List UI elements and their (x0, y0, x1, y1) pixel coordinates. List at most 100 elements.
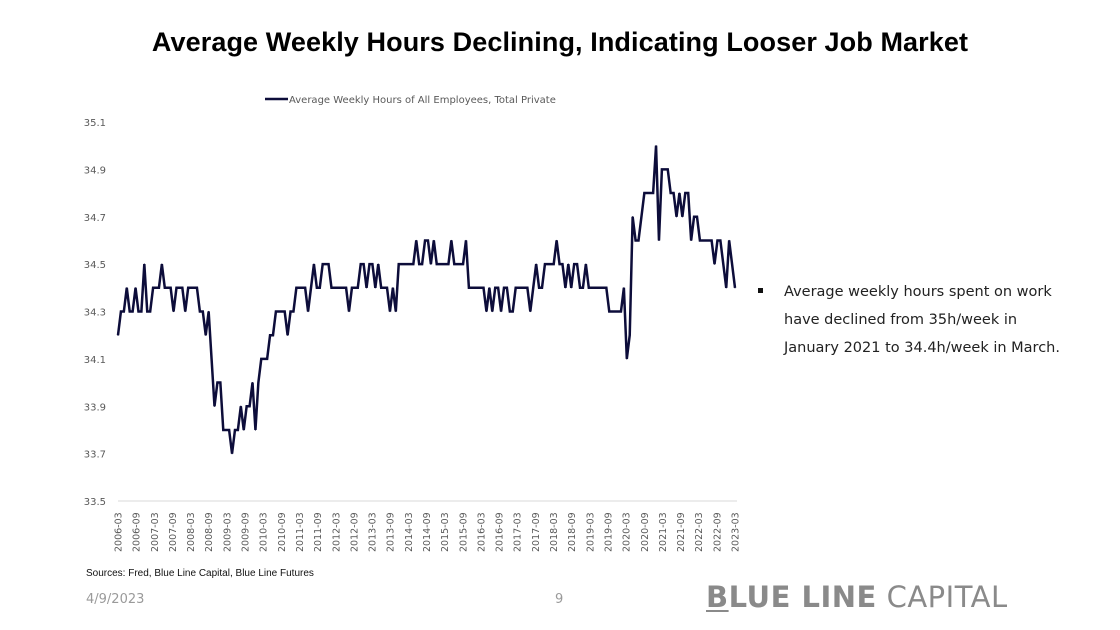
data-point (447, 263, 450, 265)
data-point (617, 310, 619, 313)
data-point (254, 429, 257, 431)
y-tick-label: 34.3 (84, 308, 106, 319)
data-point (596, 287, 599, 289)
data-point (424, 239, 426, 242)
data-point (365, 287, 368, 289)
data-point (702, 239, 704, 242)
data-point (672, 192, 675, 194)
data-point (181, 287, 183, 289)
x-tick-label: 2022-03 (694, 512, 705, 552)
data-point (310, 287, 312, 289)
data-point (716, 239, 719, 242)
x-tick-label: 2009-03 (222, 512, 233, 552)
data-point (240, 405, 242, 407)
legend-label: Average Weekly Hours of All Employees, T… (289, 95, 556, 106)
data-point (640, 216, 643, 218)
data-point (155, 287, 157, 289)
y-tick-label: 34.5 (84, 260, 106, 271)
data-point (287, 334, 289, 336)
data-point (608, 310, 610, 313)
x-tick-label: 2014-09 (422, 512, 433, 552)
data-point (734, 287, 736, 289)
data-point (675, 216, 678, 218)
data-point (444, 263, 447, 265)
x-tick-label: 2010-03 (259, 512, 270, 552)
data-point (623, 287, 625, 289)
data-point (626, 358, 628, 360)
data-point (462, 263, 464, 265)
data-point (564, 287, 567, 289)
data-point (728, 239, 730, 242)
data-point (439, 263, 441, 265)
data-point (611, 310, 613, 313)
data-point (556, 239, 558, 242)
data-point (187, 287, 189, 289)
data-point (281, 310, 283, 313)
data-point (629, 334, 631, 336)
data-point (541, 287, 543, 289)
data-point (117, 334, 119, 336)
series-points (117, 145, 736, 455)
data-point (263, 358, 265, 360)
data-point (687, 192, 689, 194)
data-point (172, 310, 175, 313)
data-point (225, 429, 227, 431)
logo-initial: B (706, 580, 729, 614)
x-tick-label: 2021-03 (658, 512, 669, 552)
data-point (363, 263, 365, 265)
data-point (690, 239, 692, 242)
x-tick-label: 2012-03 (331, 512, 342, 552)
data-point (491, 310, 493, 313)
data-point (380, 287, 382, 289)
data-point (585, 263, 587, 265)
data-point (670, 192, 672, 194)
data-point (503, 287, 505, 289)
data-point (658, 239, 660, 242)
x-tick-label: 2012-09 (349, 512, 360, 552)
commentary-bullet: Average weekly hours spent on work have … (758, 278, 1088, 362)
data-point (579, 287, 581, 289)
logo-light-text: CAPITAL (876, 580, 1008, 614)
data-point (146, 310, 148, 313)
slide-title: Average Weekly Hours Declining, Indicati… (151, 27, 969, 57)
data-point (500, 310, 502, 313)
x-tick-label: 2007-03 (150, 512, 161, 552)
data-point (348, 310, 350, 313)
data-point (506, 287, 508, 289)
data-point (216, 381, 219, 384)
data-point (456, 263, 458, 265)
data-point (316, 287, 318, 289)
data-point (357, 287, 359, 289)
y-tick-label: 33.7 (84, 450, 106, 461)
x-tick-label: 2007-09 (168, 512, 179, 552)
data-point (550, 263, 552, 265)
data-point (526, 287, 528, 289)
data-point (327, 263, 330, 265)
data-point (289, 310, 292, 313)
data-point (520, 287, 523, 289)
data-point (471, 287, 473, 289)
data-point (605, 287, 607, 289)
y-tick-label: 33.9 (84, 402, 106, 413)
x-tick-label: 2010-09 (277, 512, 288, 552)
data-point (459, 263, 461, 265)
data-point (430, 263, 432, 265)
data-point (123, 310, 125, 313)
data-point (649, 192, 651, 194)
x-tick-label: 2006-09 (132, 512, 143, 552)
x-tick-label: 2013-03 (368, 512, 379, 552)
data-point (401, 263, 403, 265)
data-point (170, 287, 172, 289)
data-point (158, 287, 160, 289)
data-point (307, 310, 309, 313)
data-point (234, 429, 236, 431)
data-point (731, 263, 733, 265)
data-point (278, 310, 280, 313)
data-point (360, 263, 362, 265)
data-point (333, 287, 335, 289)
data-point (573, 263, 575, 265)
data-point (509, 310, 511, 313)
data-point (284, 310, 286, 313)
bullet-marker-icon (758, 288, 763, 293)
data-point (632, 216, 634, 218)
